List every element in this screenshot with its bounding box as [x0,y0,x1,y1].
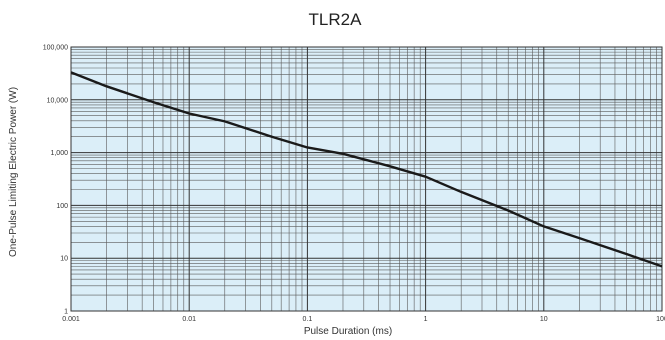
y-tick-label: 100 [56,203,68,210]
x-tick-label: 100 [656,316,665,323]
y-tick-label: 10 [60,256,68,263]
x-tick-labels: 0.001 0.01 0.1 1 10 100 [62,316,665,323]
x-tick-label: 0.01 [182,316,196,323]
chart-title: TLR2A [309,10,363,29]
x-tick-label: 0.1 [303,316,313,323]
series-line [70,71,663,268]
x-axis-label: Pulse Duration (ms) [304,326,392,337]
plot-area [71,47,662,311]
y-tick-label: 10,000 [47,97,69,104]
y-tick-label: 1,000 [50,150,68,157]
x-tick-label: 1 [424,316,428,323]
minor-gridlines [71,47,662,311]
x-tick-label: 0.001 [62,316,80,323]
plot-frame [70,46,663,312]
y-axis-label: One-Pulse Limiting Electric Power (W) [8,87,19,257]
y-tick-label: 100,000 [43,45,68,52]
x-tick-label: 10 [540,316,548,323]
y-tick-labels: 1 10 100 1,000 10,000 100,000 [43,45,68,316]
y-tick-label: 1 [64,309,68,316]
